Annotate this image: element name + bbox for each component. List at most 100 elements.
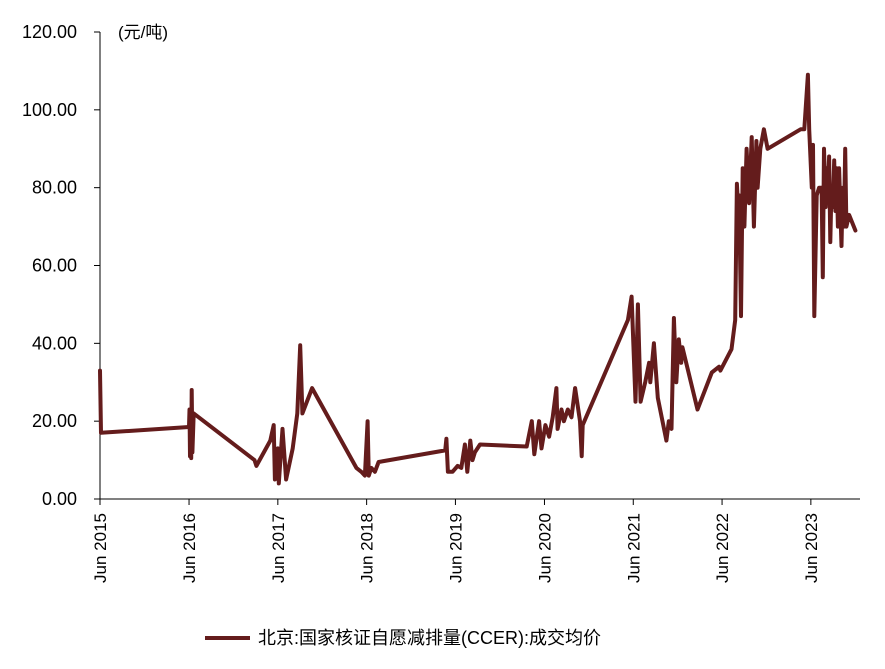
data-point — [544, 424, 547, 426]
data-point — [653, 342, 655, 345]
data-point — [845, 225, 848, 228]
data-point — [253, 459, 256, 461]
data-point — [474, 451, 476, 454]
data-point — [555, 387, 558, 389]
data-point — [839, 214, 842, 216]
data-point — [377, 461, 380, 463]
data-point — [301, 412, 304, 415]
data-point — [763, 128, 765, 131]
x-tick-label: Jun 2018 — [358, 513, 377, 583]
data-point — [99, 369, 101, 372]
data-point — [696, 408, 699, 411]
data-point — [364, 474, 366, 477]
data-point — [828, 155, 830, 158]
x-tick-label: Jun 2020 — [535, 513, 554, 583]
data-point — [627, 319, 629, 321]
y-tick-label: 40.00 — [32, 333, 77, 353]
data-point — [451, 471, 454, 473]
data-point — [355, 467, 358, 469]
data-point — [743, 225, 746, 228]
data-point — [840, 245, 843, 247]
data-point — [841, 186, 844, 189]
data-point — [812, 144, 814, 146]
data-point — [285, 478, 287, 481]
y-tick-label: 0.00 — [42, 489, 77, 509]
data-point — [637, 303, 639, 306]
data-point — [665, 439, 668, 442]
data-point — [456, 465, 459, 467]
data-point — [581, 424, 584, 426]
data-point — [811, 186, 813, 189]
data-point — [759, 148, 762, 150]
data-point — [551, 416, 554, 419]
data-point — [822, 276, 824, 279]
data-point — [525, 445, 528, 448]
data-point — [829, 241, 832, 243]
data-point — [670, 428, 673, 430]
x-tick-label: Jun 2022 — [713, 513, 732, 583]
data-point — [560, 408, 563, 411]
data-point — [756, 186, 759, 189]
data-point — [750, 136, 753, 138]
data-point — [540, 447, 543, 450]
data-point — [833, 159, 835, 162]
data-point — [837, 225, 839, 228]
data-point — [678, 338, 680, 341]
data-point — [531, 420, 533, 423]
x-tick-label: Jun 2021 — [624, 513, 643, 583]
data-point — [843, 225, 845, 228]
data-point — [360, 471, 363, 473]
data-point — [368, 474, 370, 477]
data-point — [479, 443, 481, 446]
y-tick-label: 80.00 — [32, 178, 77, 198]
data-point — [807, 74, 809, 76]
data-point — [471, 459, 474, 461]
data-point — [737, 202, 739, 204]
x-tick-label: Jun 2016 — [180, 513, 199, 583]
data-point — [191, 451, 194, 454]
data-point — [445, 437, 448, 440]
data-point — [745, 148, 748, 150]
series-line-0 — [98, 72, 858, 486]
data-point — [374, 471, 376, 473]
data-point — [657, 397, 659, 399]
data-point — [192, 412, 195, 415]
data-point — [188, 426, 190, 428]
data-point — [673, 317, 675, 319]
data-point — [803, 128, 806, 131]
data-point — [834, 210, 837, 212]
data-point — [734, 319, 736, 321]
data-point — [838, 167, 840, 169]
data-point — [567, 408, 569, 411]
data-point — [675, 381, 678, 384]
data-point — [639, 400, 642, 403]
data-point — [644, 381, 646, 384]
data-point — [680, 362, 682, 364]
data-point — [574, 387, 576, 389]
data-point — [648, 362, 650, 364]
y-tick-label: 120.00 — [22, 22, 77, 42]
data-point — [827, 194, 829, 197]
data-point — [835, 167, 838, 169]
data-point — [579, 420, 581, 423]
data-point — [766, 148, 769, 150]
data-point — [813, 315, 816, 317]
data-point — [272, 424, 275, 426]
data-point — [189, 412, 192, 415]
data-point — [291, 447, 294, 450]
data-point — [718, 365, 720, 368]
data-point — [740, 315, 742, 317]
data-point — [563, 420, 565, 423]
data-point — [255, 465, 258, 467]
data-point — [848, 214, 850, 216]
data-point — [556, 428, 559, 430]
data-point — [630, 295, 633, 298]
x-tick-label: Jun 2023 — [802, 513, 821, 583]
data-point — [533, 453, 536, 456]
y-tick-label: 100.00 — [22, 100, 77, 120]
data-point — [370, 467, 373, 469]
data-point — [711, 371, 713, 374]
data-point — [444, 449, 447, 452]
data-point — [469, 439, 472, 442]
